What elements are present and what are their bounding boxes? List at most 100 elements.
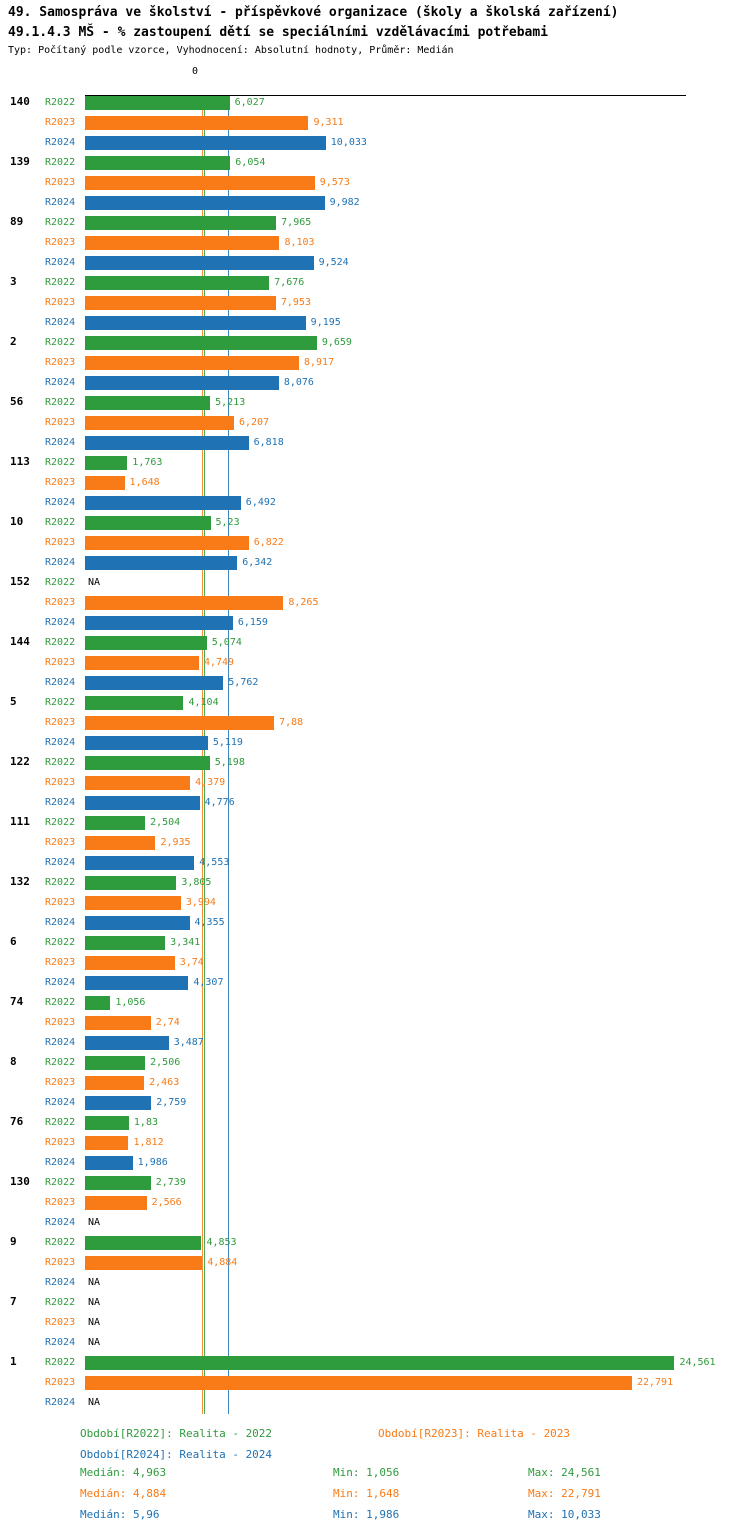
bar-row: R2023 7,88 [0, 713, 750, 733]
value-label: 3,74 [179, 957, 204, 968]
bar-row: R2023 8,917 [0, 353, 750, 373]
bar-r2024 [85, 376, 279, 390]
value-label: 3,805 [181, 877, 212, 888]
value-label: 7,965 [281, 217, 312, 228]
value-label: 5,119 [212, 737, 243, 748]
bar-r2022 [85, 216, 276, 230]
bar-r2022 [85, 336, 317, 350]
bar-r2024 [85, 916, 190, 930]
series-label-r2022: R2022 [45, 517, 76, 528]
bar-r2024 [85, 976, 188, 990]
series-label-r2023: R2023 [45, 837, 76, 848]
bar-row: 3 R2022 7,676 [0, 273, 750, 293]
series-label-r2022: R2022 [45, 637, 76, 648]
bar-r2024 [85, 1096, 151, 1110]
series-label-r2022: R2022 [45, 817, 76, 828]
series-label-r2023: R2023 [45, 1137, 76, 1148]
value-label: 1,648 [129, 477, 160, 488]
value-label: 7,676 [274, 277, 305, 288]
bar-row: 132 R2022 3,805 [0, 873, 750, 893]
series-label-r2023: R2023 [45, 717, 76, 728]
bar-row: R2024 4,553 [0, 853, 750, 873]
bar-r2022 [85, 456, 127, 470]
series-label-r2024: R2024 [45, 737, 76, 748]
group-label: 152 [10, 575, 30, 588]
bar-r2023 [85, 1196, 147, 1210]
series-label-r2023: R2023 [45, 1017, 76, 1028]
bar-r2024 [85, 856, 194, 870]
series-label-r2022: R2022 [45, 937, 76, 948]
stat-median-r2022: Medián: 4,963 [80, 1466, 167, 1479]
value-label: 4,749 [203, 657, 235, 668]
group-label: 1 [10, 1355, 17, 1368]
value-label: 2,566 [151, 1197, 182, 1208]
bar-r2024 [85, 796, 200, 810]
bar-row: 130 R2022 2,739 [0, 1173, 750, 1193]
series-label-r2022: R2022 [45, 1177, 76, 1188]
bar-r2023 [85, 1076, 144, 1090]
group-label: 2 [10, 335, 17, 348]
bar-r2022 [85, 516, 211, 530]
bar-r2023 [85, 1376, 632, 1390]
series-label-r2022: R2022 [45, 757, 76, 768]
bar-row: R2023 2,935 [0, 833, 750, 853]
na-label: NA [88, 1397, 101, 1408]
bar-row: R2023 NA [0, 1313, 750, 1333]
bar-r2024 [85, 196, 325, 210]
value-label: 2,504 [150, 817, 181, 828]
bar-r2024 [85, 1156, 133, 1170]
legend: Období[R2022]: Realita - 2022 Období[R20… [0, 1425, 750, 1467]
bar-r2023 [85, 356, 299, 370]
value-label: 5,23 [215, 517, 240, 528]
median-line-r2024 [228, 96, 229, 1414]
bar-row: 9 R2022 4,853 [0, 1233, 750, 1253]
value-label: 1,986 [137, 1157, 168, 1168]
series-label-r2024: R2024 [45, 1157, 76, 1168]
chart-title: 49. Samospráva ve školství - příspěvkové… [8, 5, 619, 20]
bar-row: R2024 4,307 [0, 973, 750, 993]
series-label-r2024: R2024 [45, 977, 76, 988]
bar-r2024 [85, 1036, 169, 1050]
bar-row: R2023 4,379 [0, 773, 750, 793]
na-label: NA [88, 577, 101, 588]
bar-row: 2 R2022 9,659 [0, 333, 750, 353]
group-label: 7 [10, 1295, 17, 1308]
bar-row: 139 R2022 6,054 [0, 153, 750, 173]
bar-r2024 [85, 496, 241, 510]
bar-r2022 [85, 1116, 129, 1130]
series-label-r2023: R2023 [45, 117, 76, 128]
bar-r2023 [85, 536, 249, 550]
series-label-r2023: R2023 [45, 777, 76, 788]
series-label-r2024: R2024 [45, 317, 76, 328]
na-label: NA [88, 1337, 101, 1348]
bar-r2022 [85, 816, 145, 830]
series-label-r2024: R2024 [45, 1097, 76, 1108]
value-label: 2,463 [149, 1077, 180, 1088]
series-label-r2023: R2023 [45, 477, 76, 488]
group-label: 5 [10, 695, 17, 708]
bar-r2024 [85, 676, 223, 690]
value-label: 9,659 [321, 337, 352, 348]
value-label: 24,561 [679, 1357, 716, 1368]
bar-r2023 [85, 1256, 202, 1270]
bar-row: 113 R2022 1,763 [0, 453, 750, 473]
bar-row: R2023 4,884 [0, 1253, 750, 1273]
bar-row: R2023 8,265 [0, 593, 750, 613]
series-label-r2022: R2022 [45, 277, 76, 288]
bar-r2023 [85, 416, 234, 430]
series-label-r2024: R2024 [45, 1337, 76, 1348]
stats-panel: Medián: 4,963 Min: 1,056 Max: 24,561 Med… [0, 1464, 750, 1530]
bar-r2023 [85, 596, 283, 610]
bar-row: R2024 NA [0, 1213, 750, 1233]
bar-row: 56 R2022 5,213 [0, 393, 750, 413]
group-label: 144 [10, 635, 30, 648]
bar-row: R2023 9,573 [0, 173, 750, 193]
value-label: 8,103 [284, 237, 315, 248]
group-label: 56 [10, 395, 24, 408]
bar-row: R2024 1,986 [0, 1153, 750, 1173]
group-label: 139 [10, 155, 30, 168]
value-label: 6,054 [235, 157, 266, 168]
stat-max-r2023: Max: 22,791 [528, 1487, 601, 1500]
bar-r2023 [85, 1016, 151, 1030]
value-label: 6,822 [253, 537, 284, 548]
